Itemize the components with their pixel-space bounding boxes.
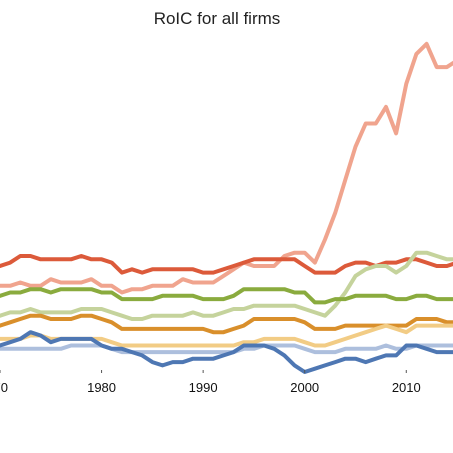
series-line-3 (0, 250, 453, 321)
series-line-8 (0, 330, 453, 374)
series-line-6 (0, 323, 453, 348)
series-line-1 (0, 41, 453, 295)
series-line-4 (0, 287, 453, 305)
series-layer (0, 41, 453, 374)
x-tick-label-1990: 1990 (189, 380, 218, 395)
x-tick-label-2000: 2000 (290, 380, 319, 395)
x-axis-ticks: 1970 1980 1990 2000 2010 (0, 370, 421, 395)
chart-title: RoIC for all firms (154, 9, 281, 28)
x-tick-label-1970: 1970 (0, 380, 8, 395)
x-tick-label-2010: 2010 (392, 380, 421, 395)
x-tick-label-1980: 1980 (87, 380, 116, 395)
